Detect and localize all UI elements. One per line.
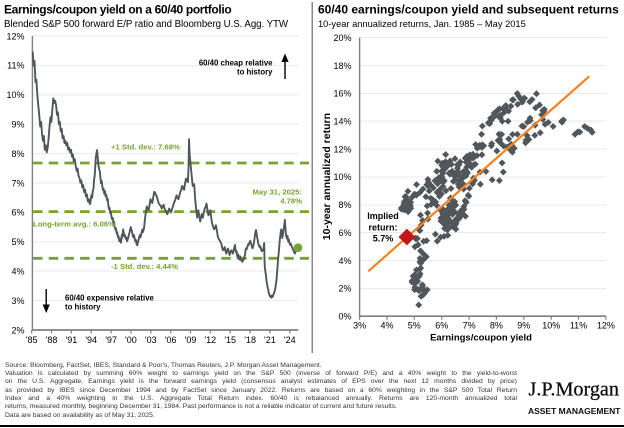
svg-text:5%: 5% [408, 321, 421, 331]
svg-text:12%: 12% [597, 321, 615, 331]
svg-text:return:: return: [369, 222, 398, 232]
svg-text:4%: 4% [338, 256, 351, 266]
svg-text:May 31, 2025:: May 31, 2025: [252, 188, 302, 197]
svg-text:'85: '85 [26, 335, 38, 345]
svg-text:-1 Std. dev.: 4.44%: -1 Std. dev.: 4.44% [111, 262, 178, 271]
svg-text:Earnings/coupon yield: Earnings/coupon yield [430, 333, 532, 344]
svg-text:'00: '00 [125, 335, 137, 345]
svg-text:6%: 6% [338, 228, 351, 238]
svg-text:6%: 6% [435, 321, 448, 331]
svg-text:J.P.Morgan: J.P.Morgan [529, 379, 620, 401]
svg-text:'88: '88 [46, 335, 58, 345]
svg-text:11%: 11% [7, 61, 24, 71]
svg-text:14%: 14% [333, 117, 351, 127]
svg-text:8%: 8% [11, 149, 24, 159]
svg-text:20%: 20% [333, 33, 351, 43]
svg-text:'97: '97 [105, 335, 117, 345]
svg-text:'06: '06 [165, 335, 177, 345]
svg-text:'18: '18 [244, 335, 256, 345]
svg-text:'94: '94 [85, 335, 97, 345]
svg-text:8%: 8% [490, 321, 503, 331]
svg-text:4%: 4% [380, 321, 393, 331]
svg-text:'24: '24 [284, 335, 296, 345]
svg-text:9%: 9% [517, 321, 530, 331]
svg-text:11%: 11% [570, 321, 587, 331]
svg-text:+1 Std. dev.: 7.68%: +1 Std. dev.: 7.68% [111, 143, 180, 152]
svg-text:4.78%: 4.78% [280, 197, 302, 206]
svg-text:60/40 earnings/coupon yield an: 60/40 earnings/coupon yield and subseque… [318, 3, 619, 17]
svg-text:7%: 7% [463, 321, 476, 331]
svg-text:60/40 cheap relative: 60/40 cheap relative [199, 59, 273, 68]
svg-text:'91: '91 [66, 335, 78, 345]
svg-text:5.7%: 5.7% [373, 234, 394, 244]
svg-text:'09: '09 [185, 335, 197, 345]
svg-text:to history: to history [65, 303, 101, 312]
svg-text:10-year annualized return: 10-year annualized return [321, 113, 333, 240]
svg-text:10%: 10% [6, 90, 24, 100]
svg-text:to history: to history [237, 68, 273, 77]
svg-text:'15: '15 [224, 335, 236, 345]
svg-text:9%: 9% [11, 120, 24, 130]
svg-text:Long-term avg.: 6.06%: Long-term avg.: 6.06% [33, 220, 115, 229]
svg-text:12%: 12% [333, 144, 351, 154]
svg-text:3%: 3% [353, 321, 366, 331]
svg-text:8%: 8% [338, 200, 351, 210]
svg-text:2%: 2% [338, 284, 351, 294]
svg-text:18%: 18% [333, 61, 351, 71]
svg-text:7%: 7% [11, 178, 24, 188]
svg-text:10%: 10% [333, 172, 351, 182]
svg-text:10%: 10% [542, 321, 560, 331]
svg-text:4%: 4% [11, 267, 24, 277]
svg-text:Blended S&P 500 forward E/P ra: Blended S&P 500 forward E/P ratio and Bl… [4, 19, 289, 30]
svg-text:5%: 5% [11, 237, 24, 247]
svg-text:0%: 0% [338, 312, 351, 322]
svg-text:12%: 12% [6, 31, 24, 41]
svg-text:6%: 6% [11, 208, 24, 218]
svg-text:ASSET MANAGEMENT: ASSET MANAGEMENT [528, 406, 621, 416]
svg-text:60/40 expensive relative: 60/40 expensive relative [65, 293, 155, 302]
svg-text:Earnings/coupon yield on a 60/: Earnings/coupon yield on a 60/40 portfol… [4, 3, 231, 17]
svg-text:16%: 16% [333, 89, 351, 99]
svg-text:10-year annualized returns, Ja: 10-year annualized returns, Jan. 1985 – … [318, 19, 526, 29]
svg-text:3%: 3% [11, 296, 24, 306]
svg-text:'03: '03 [145, 335, 157, 345]
svg-text:2%: 2% [11, 325, 24, 335]
svg-text:'12: '12 [204, 335, 216, 345]
svg-text:'21: '21 [264, 335, 276, 345]
svg-text:Implied: Implied [367, 211, 399, 221]
